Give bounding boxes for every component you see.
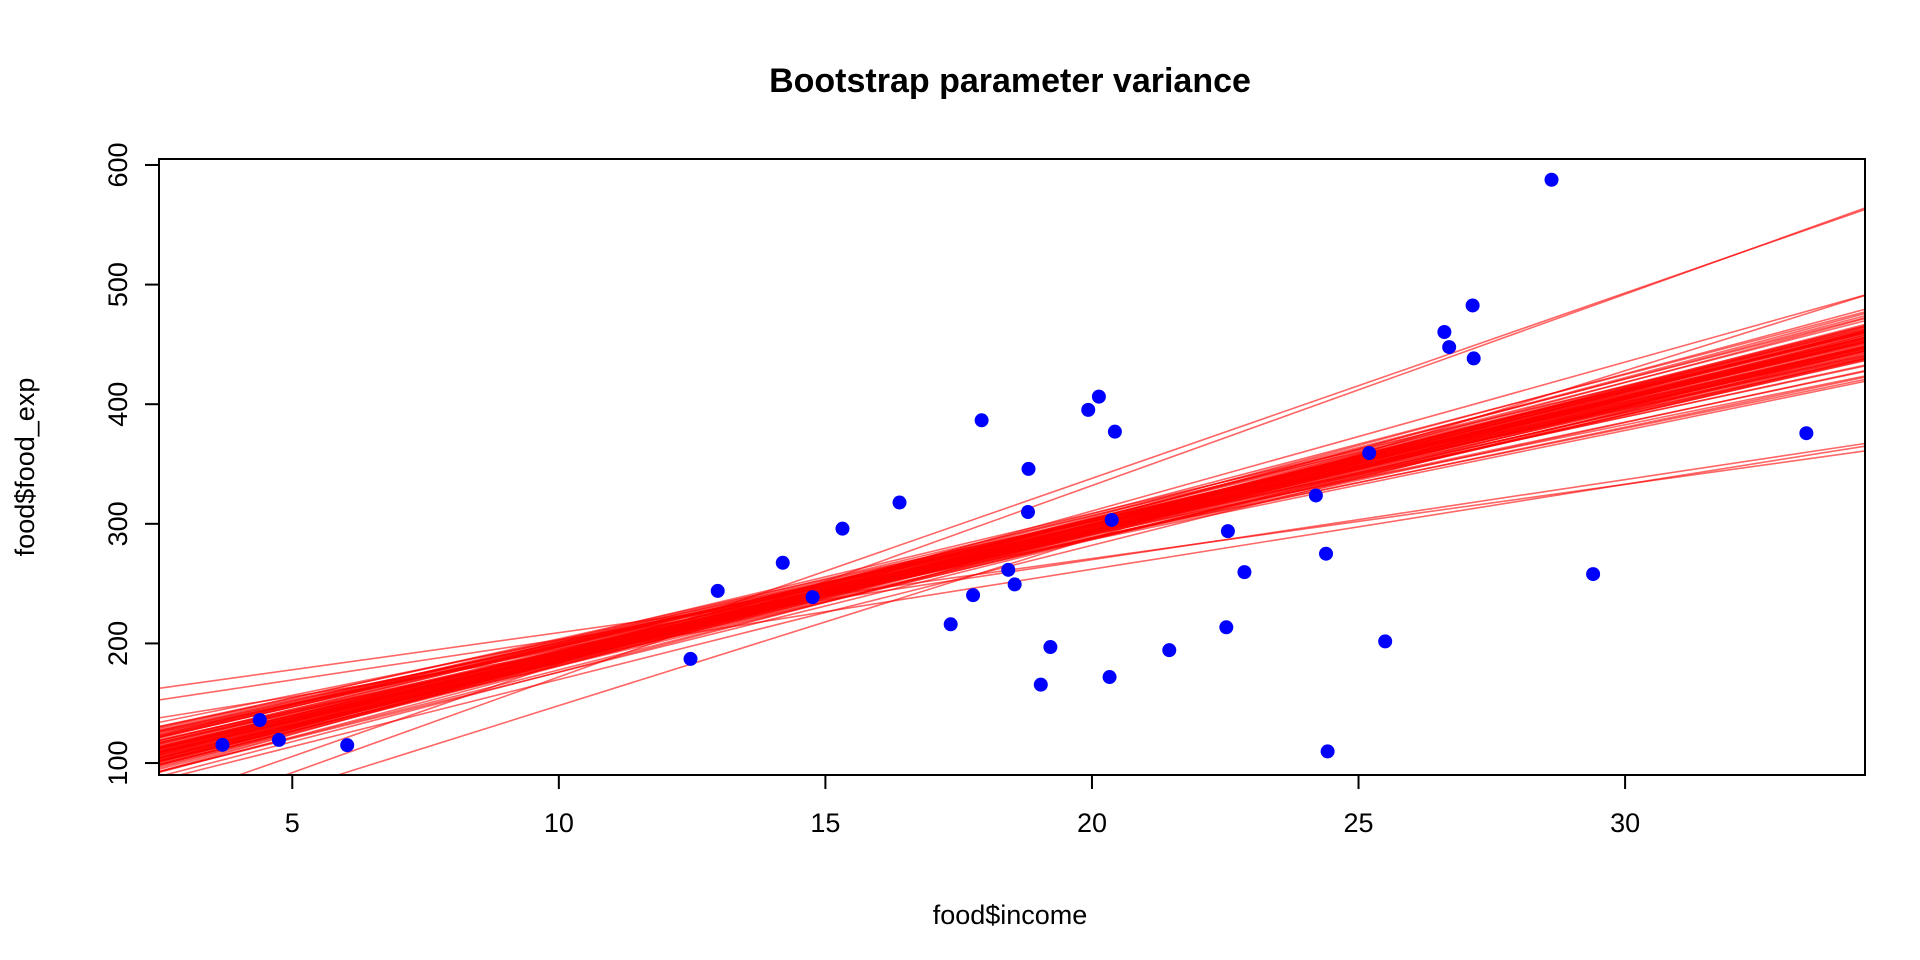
chart-title: Bootstrap parameter variance [769, 62, 1251, 100]
x-tick-label-10: 10 [544, 808, 574, 838]
y-tick-label-600: 600 [103, 142, 133, 187]
bootstrap-line-82 [159, 325, 1865, 752]
data-point-18 [1043, 640, 1058, 655]
data-point-32 [1378, 634, 1393, 649]
data-point-16 [1021, 461, 1036, 476]
x-tick-label-5: 5 [285, 808, 300, 838]
data-point-13 [1001, 562, 1016, 577]
x-axis-label: food$income [933, 900, 1088, 930]
data-point-29 [1319, 546, 1334, 561]
data-point-20 [1091, 389, 1106, 404]
data-point-27 [1237, 565, 1252, 580]
x-axis: 5 10 15 20 25 30 [285, 774, 1640, 838]
y-axis-label: food$food_exp [10, 378, 40, 557]
bootstrap-line-95 [236, 208, 1865, 775]
y-tick-label-500: 500 [103, 262, 133, 307]
data-point-31 [1362, 446, 1377, 461]
data-point-11 [966, 588, 981, 603]
data-point-12 [974, 413, 989, 428]
data-point-34 [1442, 340, 1457, 355]
data-points [215, 172, 1814, 759]
data-point-24 [1162, 643, 1177, 658]
data-point-33 [1437, 325, 1452, 340]
bootstrap-line-69 [159, 331, 1865, 738]
bootstrap-line-91 [159, 338, 1865, 759]
data-point-36 [1466, 351, 1481, 366]
bootstrap-line-77 [159, 345, 1865, 738]
y-axis: 100 200 300 400 500 600 [103, 142, 160, 786]
data-point-39 [1799, 426, 1814, 441]
bootstrap-line-98 [335, 294, 1865, 775]
data-point-14 [1007, 577, 1022, 592]
data-point-3 [340, 738, 355, 753]
data-point-26 [1220, 524, 1235, 539]
data-point-19 [1081, 402, 1096, 417]
data-point-2 [271, 732, 286, 747]
y-tick-label-400: 400 [103, 382, 133, 427]
data-point-25 [1219, 620, 1234, 635]
data-point-5 [710, 583, 725, 598]
data-point-7 [805, 590, 820, 605]
data-point-4 [683, 651, 698, 666]
bootstrap-line-85 [159, 330, 1865, 762]
x-tick-label-30: 30 [1610, 808, 1640, 838]
x-tick-label-25: 25 [1344, 808, 1374, 838]
data-point-0 [215, 737, 230, 752]
data-point-1 [252, 713, 267, 728]
bootstrap-line-88 [159, 365, 1865, 730]
bootstrap-line-90 [159, 334, 1865, 768]
data-point-23 [1107, 424, 1122, 439]
y-tick-label-100: 100 [103, 741, 133, 786]
x-tick-label-20: 20 [1077, 808, 1107, 838]
data-point-22 [1104, 512, 1119, 527]
data-point-30 [1320, 744, 1335, 759]
data-point-37 [1544, 172, 1559, 187]
data-point-28 [1308, 488, 1323, 503]
data-point-8 [835, 521, 850, 536]
y-tick-label-300: 300 [103, 501, 133, 546]
x-tick-label-15: 15 [810, 808, 840, 838]
data-point-15 [1020, 505, 1035, 520]
data-point-10 [943, 617, 958, 632]
data-point-9 [892, 495, 907, 510]
data-point-21 [1102, 670, 1117, 685]
y-tick-label-200: 200 [103, 621, 133, 666]
data-point-6 [775, 555, 790, 570]
data-point-35 [1465, 298, 1480, 313]
data-point-17 [1033, 677, 1048, 692]
bootstrap-lines [159, 207, 1865, 775]
bootstrap-line-92 [159, 341, 1865, 748]
data-point-38 [1586, 567, 1601, 582]
bootstrap-line-96 [283, 207, 1865, 775]
